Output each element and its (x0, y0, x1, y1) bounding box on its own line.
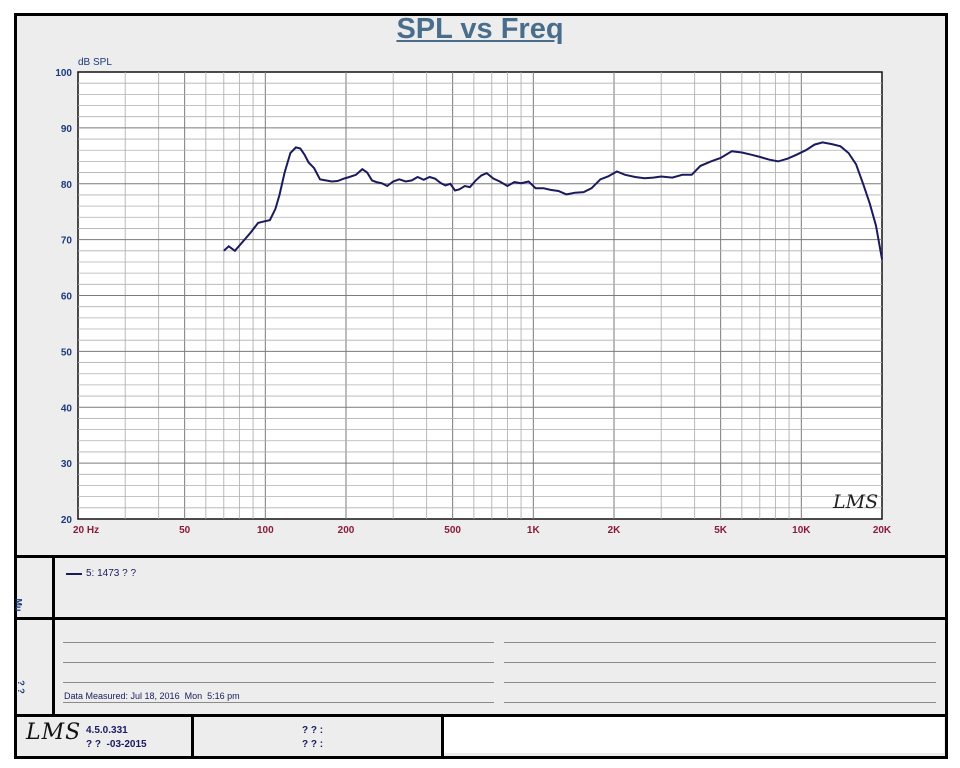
divider-footer-2 (441, 714, 444, 756)
measured-date: Data Measured: Jul 18, 2016 Mon 5:16 pm (64, 691, 240, 701)
x-tick-label: 2K (608, 525, 622, 536)
y-tick-label: 100 (55, 68, 72, 79)
note-line (63, 662, 494, 663)
y-tick-label: 60 (61, 292, 73, 303)
y-tick-label: 70 (61, 236, 73, 247)
note-line (504, 682, 936, 683)
divider-footer-1 (191, 714, 194, 756)
legend-line-swatch (66, 573, 82, 575)
x-tick-label: 10K (792, 525, 811, 536)
y-tick-label: 80 (61, 180, 73, 191)
note-line (504, 642, 936, 643)
note-line (63, 642, 494, 643)
x-tick-label: 100 (257, 525, 274, 536)
note-line (504, 662, 936, 663)
y-tick-labels: 20 30 40 50 60 70 80 90 100 (55, 68, 72, 526)
x-tick-label: 20 Hz (73, 525, 99, 536)
horizontal-grid (78, 82, 882, 509)
x-tick-label: 20K (873, 525, 892, 536)
x-tick-label: 50 (179, 525, 191, 536)
y-tick-label: 20 (61, 515, 73, 526)
x-tick-label: 5K (714, 525, 728, 536)
software-date: ? ? -03-2015 (86, 739, 147, 750)
y-tick-label: 50 (61, 347, 73, 358)
software-version: 4.5.0.331 (86, 725, 128, 736)
y-tick-label: 90 (61, 124, 73, 135)
divider-sidebar (52, 555, 55, 717)
footer-field-2: ? ? : (302, 739, 324, 750)
note-line (63, 682, 494, 683)
divider-legend-top (14, 555, 948, 558)
spl-chart: 20 30 40 50 60 70 80 90 100 20 Hz 50 100 200 500 1K 2K… (55, 57, 892, 536)
x-tick-label: 200 (338, 525, 355, 536)
note-line (504, 702, 936, 703)
footer-blank-cell (444, 717, 944, 753)
chart-title: SPL vs Freq (396, 13, 564, 45)
note-line (63, 702, 494, 703)
y-tick-label: 40 (61, 403, 73, 414)
lms-watermark: LMS (832, 491, 878, 513)
divider-footer-top (14, 714, 948, 717)
series-line (223, 141, 883, 260)
sidebar-legend-label: Mu (13, 598, 24, 612)
sidebar-notes-label: ? ? (15, 680, 26, 694)
y-tick-label: 30 (61, 459, 73, 470)
y-axis-label: dB SPL (78, 57, 112, 68)
lms-logo: LMS (26, 720, 82, 745)
footer-field-1: ? ? : (302, 725, 324, 736)
legend-label: 5: 1473 ? ? (86, 568, 137, 579)
x-tick-label: 1K (527, 525, 541, 536)
x-tick-labels: 20 Hz 50 100 200 500 1K 2K 5K 10K 20K (73, 525, 892, 536)
divider-notes-top (14, 617, 948, 620)
x-tick-label: 500 (444, 525, 461, 536)
